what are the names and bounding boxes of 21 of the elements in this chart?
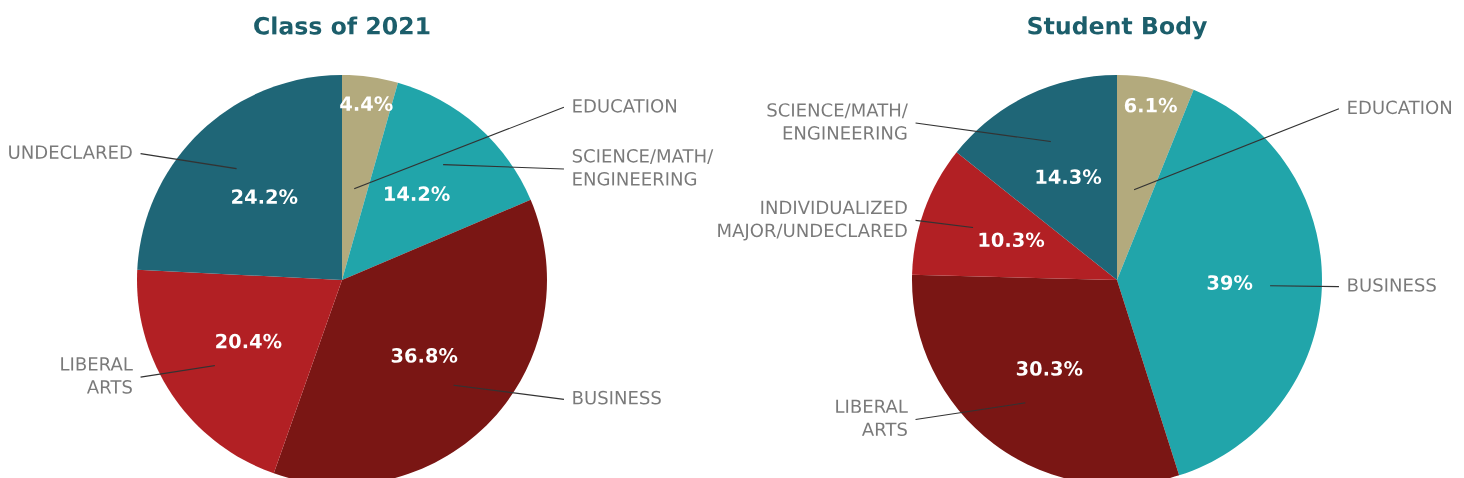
chart-title: Student Body <box>1028 16 1207 40</box>
slice-label: SCIENCE/MATH/ ENGINEERING <box>572 149 714 186</box>
data-label: 39% <box>1207 275 1253 290</box>
data-label: 24.2% <box>232 189 298 204</box>
slice-label: LIBERAL ARTS <box>61 357 133 394</box>
slice-label: LIBERAL ARTS <box>836 399 908 437</box>
chart-title: Class of 2021 <box>254 16 430 35</box>
data-label: 14.3% <box>1036 169 1102 185</box>
data-label: 30.3% <box>1016 361 1083 376</box>
slice-label: BUSINESS <box>573 390 661 405</box>
slice-label: EDUCATION <box>573 98 676 113</box>
data-label: 36.8% <box>391 348 458 363</box>
data-label: 10.3% <box>979 232 1045 248</box>
data-label: 6.1% <box>1124 97 1177 113</box>
slice-label: INDIVIDUALIZED MAJOR/UNDECLARED <box>718 200 907 241</box>
slice-label: SCIENCE/MATH/ ENGINEERING <box>767 103 908 140</box>
slice-label: BUSINESS <box>1348 278 1436 292</box>
data-label: 14.2% <box>385 186 450 202</box>
slice-label: EDUCATION <box>1348 100 1451 115</box>
data-label: 20.4% <box>216 333 282 349</box>
slice-label: UNDECLARED <box>9 145 132 159</box>
